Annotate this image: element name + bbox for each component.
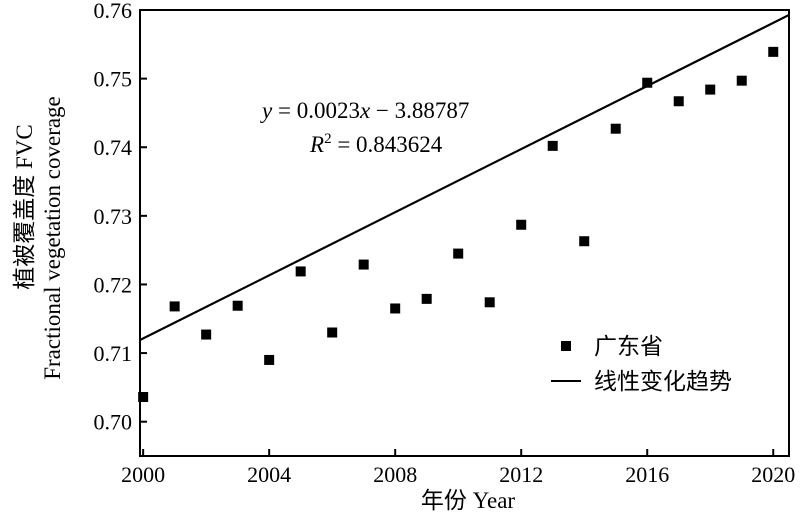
legend: 广东省 线性变化趋势	[551, 334, 732, 394]
data-points-layer	[138, 46, 779, 402]
x-axis-title: 年份 Year	[421, 488, 515, 513]
data-point	[169, 301, 180, 312]
plot-frame	[139, 9, 790, 457]
data-point	[295, 266, 306, 277]
r2-value: = 0.843624	[332, 132, 443, 157]
data-point	[768, 46, 779, 57]
legend-label-points: 广东省	[594, 334, 663, 359]
trend-line	[139, 13, 790, 342]
x-tick-label: 2000	[121, 462, 165, 487]
equation-intercept: − 3.88787	[370, 98, 469, 123]
data-point	[138, 391, 149, 402]
data-point	[736, 75, 747, 86]
data-point	[453, 248, 464, 259]
y-tick-label: 0.76	[94, 0, 133, 23]
legend-label-trend: 线性变化趋势	[594, 369, 732, 394]
data-point	[201, 329, 212, 340]
r-squared-label: R2 = 0.843624	[309, 131, 443, 157]
x-tick-label: 2012	[499, 462, 543, 487]
y-tick-label: 0.75	[94, 67, 133, 92]
data-point	[232, 300, 243, 311]
y-tick-label: 0.72	[94, 272, 133, 297]
data-point	[358, 259, 369, 270]
data-point	[673, 96, 684, 107]
data-point	[610, 123, 621, 134]
trend-line-layer	[139, 13, 790, 342]
data-point	[484, 297, 495, 308]
data-point	[705, 84, 716, 95]
x-tick-label: 2008	[373, 462, 417, 487]
x-tick-label: 2016	[625, 462, 669, 487]
x-tick-label: 2004	[247, 462, 291, 487]
equation-y-symbol: y	[260, 98, 273, 123]
r2-superscript: 2	[324, 131, 332, 147]
y-tick-label: 0.71	[94, 341, 133, 366]
axes-layer: 0.70 0.71 0.72 0.73 0.74 0.75 0.76 2000 2004 2008…	[94, 0, 796, 487]
data-point	[547, 140, 558, 151]
y-tick-label: 0.74	[94, 135, 133, 160]
data-point	[264, 354, 275, 365]
y-axis-title-line1: 植被覆盖度 FVC	[12, 124, 37, 290]
data-point	[516, 219, 527, 230]
y-tick-label: 0.73	[94, 204, 133, 229]
data-point	[390, 303, 401, 314]
data-point	[642, 77, 653, 88]
legend-marker-square	[561, 341, 571, 351]
r2-symbol: R	[309, 132, 324, 157]
equation-x-symbol: x	[359, 98, 371, 123]
y-tick-label: 0.70	[94, 410, 133, 435]
regression-equation: y = 0.0023x − 3.88787	[260, 98, 469, 123]
data-point	[421, 293, 432, 304]
equation-slope: = 0.0023	[272, 98, 360, 123]
x-tick-label: 2020	[751, 462, 795, 487]
data-point	[327, 327, 338, 338]
y-axis-title-line2: Fractional vegetation coverage	[40, 96, 65, 380]
data-point	[579, 236, 590, 247]
